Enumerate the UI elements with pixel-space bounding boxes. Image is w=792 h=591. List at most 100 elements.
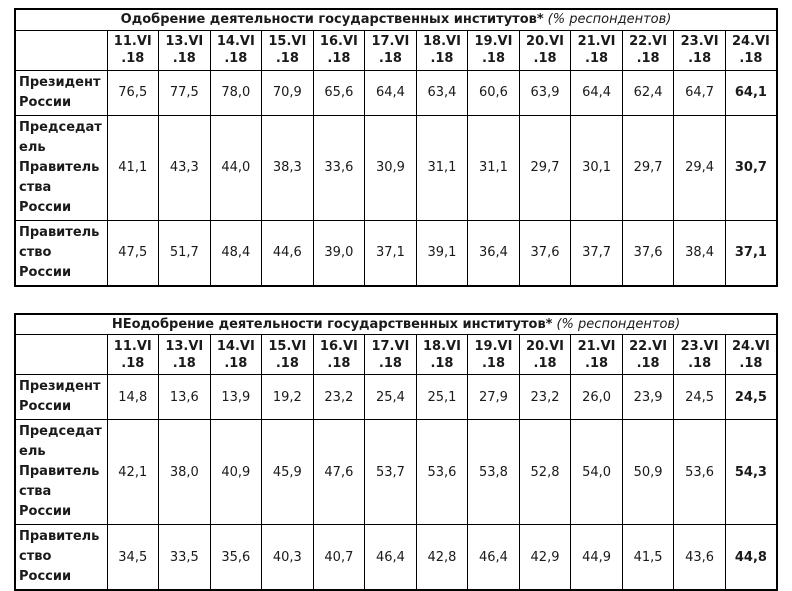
date-header-cell: 23.VI.18 (674, 335, 726, 375)
row-label-cell: Правительство России (15, 525, 107, 591)
value-cell: 31,1 (468, 115, 520, 220)
date-header-cell: 23.VI.18 (674, 30, 726, 70)
value-cell: 41,1 (107, 115, 159, 220)
value-cell: 45,9 (262, 420, 314, 525)
value-cell: 23,2 (519, 375, 571, 420)
approval-table-subtitle: (% респондентов) (548, 12, 672, 27)
disapproval-table-title: НЕодобрение деятельности государственных… (112, 317, 553, 332)
title-row: НЕодобрение деятельности государственных… (15, 314, 777, 335)
corner-cell (15, 30, 107, 70)
value-cell: 39,0 (313, 220, 365, 286)
value-cell: 30,7 (725, 115, 777, 220)
value-cell: 62,4 (622, 70, 674, 115)
value-cell: 46,4 (468, 525, 520, 591)
value-cell: 63,4 (416, 70, 468, 115)
value-cell: 34,5 (107, 525, 159, 591)
value-cell: 44,0 (210, 115, 262, 220)
disapproval-table: НЕодобрение деятельности государственных… (14, 313, 778, 591)
value-cell: 76,5 (107, 70, 159, 115)
date-header-cell: 17.VI.18 (365, 30, 417, 70)
date-header-cell: 15.VI.18 (262, 335, 314, 375)
approval-table: Одобрение деятельности государственных и… (14, 8, 778, 287)
value-cell: 47,5 (107, 220, 159, 286)
value-cell: 24,5 (725, 375, 777, 420)
date-header-cell: 18.VI.18 (416, 30, 468, 70)
value-cell: 42,9 (519, 525, 571, 591)
row-label-cell: Президент России (15, 375, 107, 420)
row-label-cell: Председатель Правительства России (15, 420, 107, 525)
value-cell: 27,9 (468, 375, 520, 420)
date-header-cell: 14.VI.18 (210, 335, 262, 375)
date-header-cell: 16.VI.18 (313, 30, 365, 70)
value-cell: 53,6 (416, 420, 468, 525)
value-cell: 19,2 (262, 375, 314, 420)
value-cell: 47,6 (313, 420, 365, 525)
disapproval-table-title-cell: НЕодобрение деятельности государственных… (15, 314, 777, 335)
value-cell: 33,6 (313, 115, 365, 220)
value-cell: 46,4 (365, 525, 417, 591)
row-label-cell: Правительство России (15, 220, 107, 286)
date-header-cell: 22.VI.18 (622, 335, 674, 375)
value-cell: 44,8 (725, 525, 777, 591)
date-header-cell: 19.VI.18 (468, 30, 520, 70)
date-header-cell: 24.VI.18 (725, 30, 777, 70)
value-cell: 38,0 (159, 420, 211, 525)
value-cell: 64,1 (725, 70, 777, 115)
value-cell: 29,7 (519, 115, 571, 220)
date-header-cell: 13.VI.18 (159, 30, 211, 70)
approval-table-title-cell: Одобрение деятельности государственных и… (15, 9, 777, 30)
date-header-cell: 17.VI.18 (365, 335, 417, 375)
value-cell: 65,6 (313, 70, 365, 115)
value-cell: 37,6 (519, 220, 571, 286)
value-cell: 25,4 (365, 375, 417, 420)
value-cell: 44,9 (571, 525, 623, 591)
value-cell: 78,0 (210, 70, 262, 115)
value-cell: 70,9 (262, 70, 314, 115)
value-cell: 37,7 (571, 220, 623, 286)
date-header-cell: 24.VI.18 (725, 335, 777, 375)
value-cell: 42,8 (416, 525, 468, 591)
value-cell: 26,0 (571, 375, 623, 420)
value-cell: 54,3 (725, 420, 777, 525)
value-cell: 40,3 (262, 525, 314, 591)
value-cell: 64,4 (571, 70, 623, 115)
date-header-cell: 19.VI.18 (468, 335, 520, 375)
value-cell: 33,5 (159, 525, 211, 591)
value-cell: 43,3 (159, 115, 211, 220)
date-header-cell: 11.VI.18 (107, 335, 159, 375)
date-header-cell: 20.VI.18 (519, 335, 571, 375)
value-cell: 30,9 (365, 115, 417, 220)
value-cell: 42,1 (107, 420, 159, 525)
value-cell: 29,7 (622, 115, 674, 220)
value-cell: 13,9 (210, 375, 262, 420)
date-header-cell: 14.VI.18 (210, 30, 262, 70)
value-cell: 52,8 (519, 420, 571, 525)
value-cell: 24,5 (674, 375, 726, 420)
date-header-cell: 22.VI.18 (622, 30, 674, 70)
value-cell: 38,3 (262, 115, 314, 220)
value-cell: 64,7 (674, 70, 726, 115)
value-cell: 53,6 (674, 420, 726, 525)
value-cell: 37,6 (622, 220, 674, 286)
date-header-cell: 18.VI.18 (416, 335, 468, 375)
value-cell: 38,4 (674, 220, 726, 286)
date-header-cell: 21.VI.18 (571, 335, 623, 375)
value-cell: 23,2 (313, 375, 365, 420)
title-row: Одобрение деятельности государственных и… (15, 9, 777, 30)
value-cell: 41,5 (622, 525, 674, 591)
value-cell: 39,1 (416, 220, 468, 286)
value-cell: 53,8 (468, 420, 520, 525)
value-cell: 77,5 (159, 70, 211, 115)
date-header-cell: 21.VI.18 (571, 30, 623, 70)
